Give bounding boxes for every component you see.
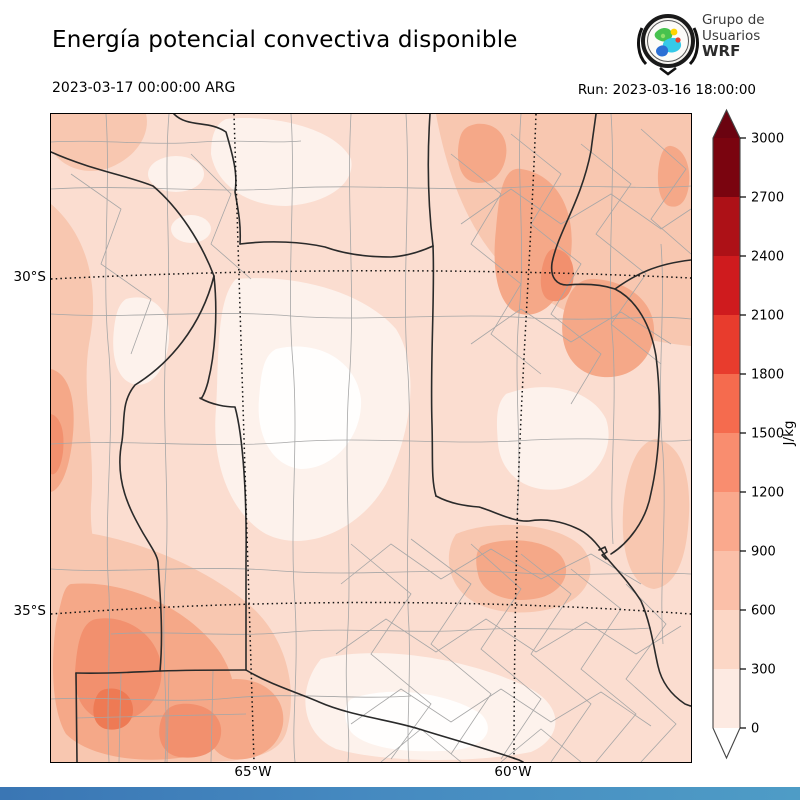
colorbar-tick-label: 1200 bbox=[751, 486, 784, 501]
lon-label-65w: 65°W bbox=[234, 764, 272, 780]
colorbar-segment bbox=[713, 669, 740, 728]
graticule-gridlines bbox=[50, 113, 692, 763]
colorbar-segment bbox=[713, 315, 740, 374]
colorbar-segment bbox=[713, 492, 740, 551]
footer-bar bbox=[0, 787, 800, 800]
logo-line-2: Usuarios bbox=[702, 27, 761, 44]
lon-label-60w: 60°W bbox=[494, 764, 532, 780]
colorbar-unit-label: J/kg bbox=[781, 421, 797, 447]
colorbar-segment bbox=[713, 610, 740, 669]
logo-line-1: Grupo de bbox=[702, 12, 765, 28]
colorbar-extend-low-arrow bbox=[713, 728, 740, 758]
colorbar-tick-label: 3000 bbox=[751, 132, 784, 147]
logo-globe-icon bbox=[637, 14, 699, 76]
wrf-logo: Grupo de Usuarios WRF bbox=[636, 10, 796, 76]
lat-label-30s: 30°S bbox=[13, 269, 47, 285]
colorbar-tick-label: 1500 bbox=[751, 427, 784, 442]
colorbar-tick-label: 1800 bbox=[751, 368, 784, 383]
colorbar-tick-label: 300 bbox=[751, 663, 776, 678]
logo-line-3: WRF bbox=[702, 42, 741, 60]
colorbar-tick-label: 0 bbox=[751, 722, 759, 737]
colorbar-tick-label: 2400 bbox=[751, 250, 784, 265]
colorbar-segment bbox=[713, 551, 740, 610]
colorbar-segment bbox=[713, 138, 740, 197]
colorbar: 3000 2700 2400 2100 1800 1500 1200 900 6… bbox=[705, 108, 800, 780]
colorbar-segment bbox=[713, 256, 740, 315]
province-borders bbox=[50, 113, 692, 763]
cape-map bbox=[43, 113, 692, 763]
colorbar-ticks bbox=[740, 137, 746, 729]
lat-label-35s: 35°S bbox=[13, 603, 47, 619]
colorbar-tick-labels: 3000 2700 2400 2100 1800 1500 1200 900 6… bbox=[751, 132, 784, 737]
colorbar-tick-label: 900 bbox=[751, 545, 776, 560]
colorbar-segment bbox=[713, 433, 740, 492]
map-canvas bbox=[43, 113, 692, 763]
cape-field-layer bbox=[43, 114, 691, 762]
colorbar-extend-high-arrow bbox=[713, 110, 740, 138]
page-title: Energía potencial convectiva disponible bbox=[52, 27, 518, 53]
colorbar-tick-label: 2100 bbox=[751, 309, 784, 324]
colorbar-segment bbox=[713, 374, 740, 433]
logo-text: Grupo de Usuarios WRF bbox=[702, 12, 765, 60]
run-time-label: Run: 2023-03-16 18:00:00 bbox=[577, 82, 756, 98]
colorbar-tick-label: 600 bbox=[751, 604, 776, 619]
colorbar-tick-label: 2700 bbox=[751, 191, 784, 206]
colorbar-segment bbox=[713, 197, 740, 256]
valid-time-label: 2023-03-17 00:00:00 ARG bbox=[52, 80, 236, 96]
